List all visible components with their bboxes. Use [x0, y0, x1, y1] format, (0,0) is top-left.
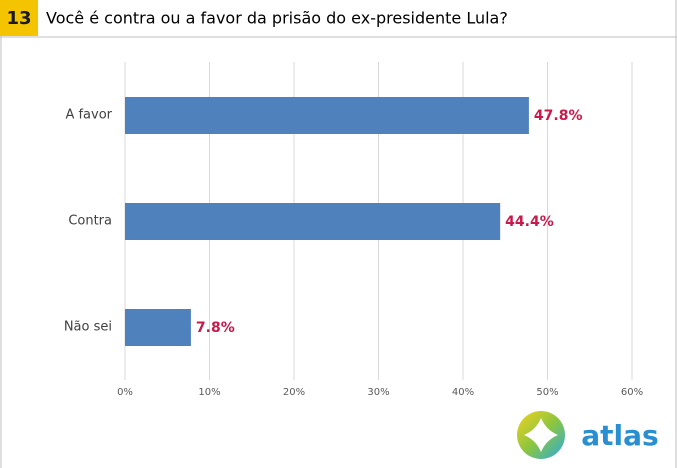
x-tick-label: 60% — [621, 387, 643, 398]
x-tick-label: 20% — [283, 387, 305, 398]
x-tick-label: 40% — [452, 387, 474, 398]
logo-star — [524, 418, 558, 452]
logo: atlas — [517, 411, 659, 459]
y-tick-label: Não sei — [64, 320, 112, 335]
value-label: 44.4% — [505, 214, 554, 230]
bar — [125, 309, 191, 346]
value-label: 47.8% — [534, 108, 583, 124]
bar — [125, 203, 501, 240]
y-tick-label: Contra — [68, 214, 112, 229]
y-tick-label: A favor — [65, 108, 112, 123]
value-label: 7.8% — [196, 320, 235, 336]
logo-text: atlas — [581, 419, 658, 452]
number-badge — [0, 0, 38, 36]
x-tick-label: 10% — [198, 387, 220, 398]
bar — [125, 97, 529, 134]
x-tick-label: 0% — [117, 387, 133, 398]
chart-title: Você é contra ou a favor da prisão do ex… — [46, 9, 508, 28]
x-tick-label: 50% — [536, 387, 558, 398]
x-tick-label: 30% — [367, 387, 389, 398]
question-number: 13 — [6, 8, 31, 29]
